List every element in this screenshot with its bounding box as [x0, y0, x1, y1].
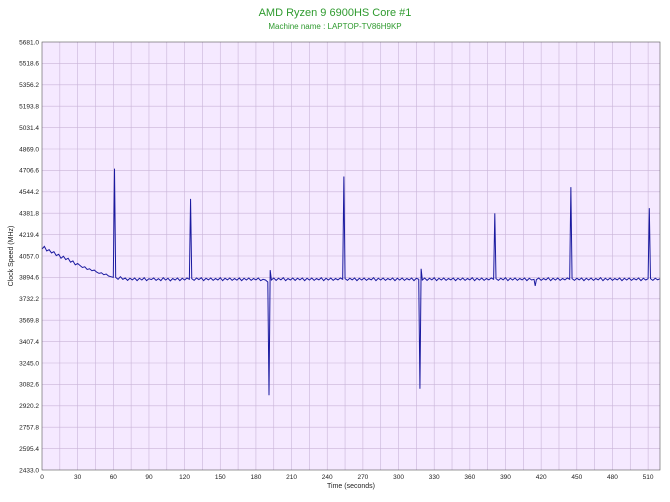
x-tick-label: 270 — [357, 474, 368, 481]
grid-lines — [42, 42, 660, 470]
x-tick-label: 180 — [250, 474, 261, 481]
y-tick-label: 5356.2 — [19, 82, 39, 89]
chart-subtitle: Machine name : LAPTOP-TV86H9KP — [268, 22, 402, 31]
x-tick-label: 450 — [571, 474, 582, 481]
y-tick-label: 3732.2 — [19, 296, 39, 303]
y-tick-label: 3082.6 — [19, 382, 39, 389]
y-tick-label: 3894.6 — [19, 275, 39, 282]
x-tick-label: 420 — [536, 474, 547, 481]
x-tick-label: 210 — [286, 474, 297, 481]
y-tick-label: 4544.2 — [19, 189, 39, 196]
y-tick-label: 4057.0 — [19, 253, 39, 260]
y-tick-label: 4706.6 — [19, 168, 39, 175]
x-axis-ticks: 0 30 60 90 120 150 180 210 240 270 300 330 360 390 420… — [40, 474, 654, 481]
y-tick-label: 4219.4 — [19, 232, 39, 239]
x-tick-label: 240 — [322, 474, 333, 481]
y-axis-ticks: 2433.0 2595.4 2757.8 2920.2 3082.6 3245.0 3407… — [19, 39, 39, 474]
y-tick-label: 3569.8 — [19, 318, 39, 325]
x-tick-label: 300 — [393, 474, 404, 481]
plot-frame — [41, 41, 661, 471]
x-tick-label: 390 — [500, 474, 511, 481]
y-tick-label: 2433.0 — [19, 467, 39, 474]
y-tick-label: 3407.4 — [19, 339, 39, 346]
x-tick-label: 150 — [215, 474, 226, 481]
x-tick-label: 510 — [643, 474, 654, 481]
y-tick-label: 5031.4 — [19, 125, 39, 132]
y-tick-label: 2757.8 — [19, 425, 39, 432]
x-tick-label: 360 — [464, 474, 475, 481]
y-tick-label: 5518.6 — [19, 61, 39, 68]
series-line — [41, 168, 661, 396]
x-tick-label: 90 — [145, 474, 153, 481]
y-tick-label: 5193.8 — [19, 104, 39, 111]
y-tick-label: 4869.0 — [19, 146, 39, 153]
x-tick-label: 330 — [429, 474, 440, 481]
x-axis-label: Time (seconds) — [327, 483, 375, 490]
x-tick-label: 60 — [110, 474, 118, 481]
x-tick-label: 480 — [607, 474, 618, 481]
chart-title: AMD Ryzen 9 6900HS Core #1 — [258, 7, 412, 19]
y-tick-label: 2920.2 — [19, 403, 39, 410]
y-axis-label: Clock Speed (MHz) — [8, 226, 15, 287]
x-tick-label: 0 — [40, 474, 44, 481]
y-tick-label: 3245.0 — [19, 360, 39, 367]
y-tick-label: 5681.0 — [19, 39, 39, 46]
x-tick-label: 30 — [74, 474, 82, 481]
x-tick-label: 120 — [179, 474, 190, 481]
y-tick-label: 4381.8 — [19, 211, 39, 218]
y-tick-label: 2595.4 — [19, 446, 39, 453]
